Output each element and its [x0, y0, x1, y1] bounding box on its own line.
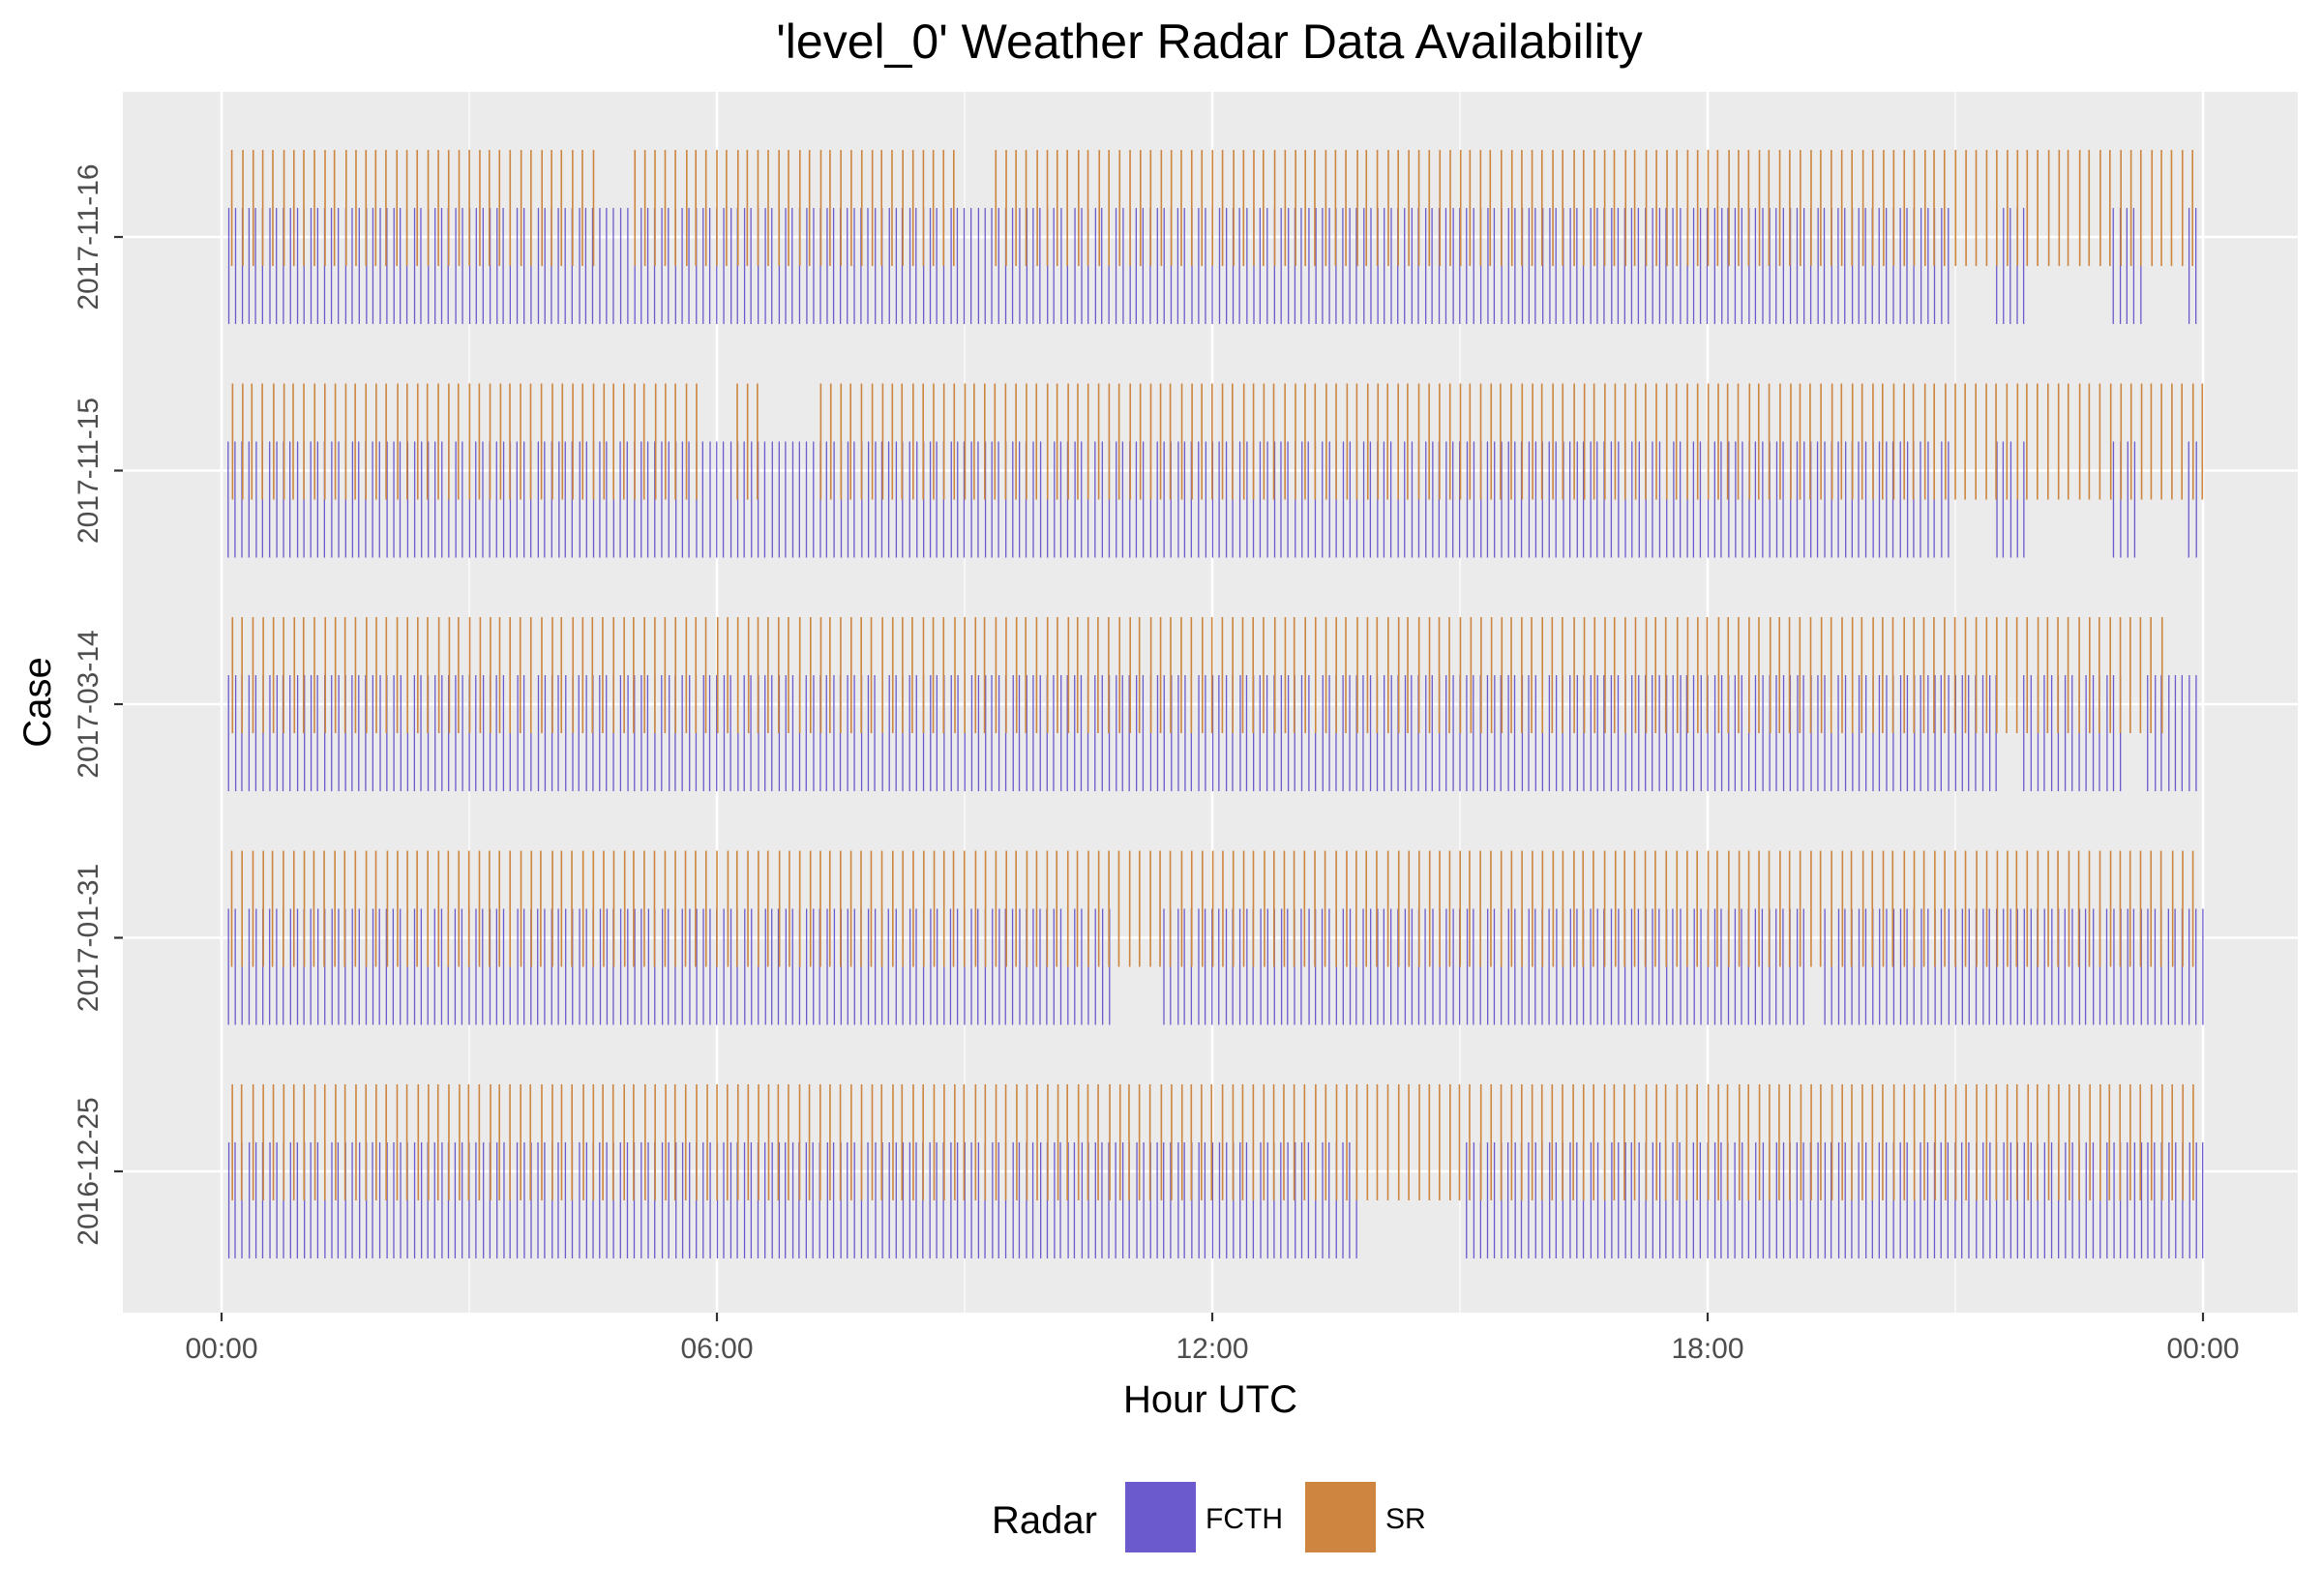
- y-tick-label: 2017-03-14: [73, 630, 104, 778]
- legend: Radar FCTH SR: [992, 1482, 1426, 1552]
- case-row-2017-01-31: [227, 850, 2204, 1025]
- legend-label-sr: SR: [1385, 1503, 1426, 1535]
- y-tick-label: 2016-12-25: [73, 1097, 104, 1245]
- data-marks: [227, 150, 2204, 1258]
- x-tick-label: 18:00: [1671, 1333, 1743, 1365]
- x-tick-label: 06:00: [680, 1333, 753, 1365]
- legend-title: Radar: [992, 1499, 1097, 1542]
- x-tick-label: 00:00: [185, 1333, 257, 1365]
- case-row-2017-03-14: [227, 617, 2197, 791]
- chart-title: 'level_0' Weather Radar Data Availabilit…: [776, 15, 1643, 69]
- legend-swatch-sr: [1305, 1482, 1376, 1552]
- y-tick-label: 2017-11-16: [73, 163, 104, 310]
- case-row-2016-12-25: [227, 1084, 2204, 1258]
- case-row-2017-11-16: [227, 150, 2197, 324]
- legend-swatch-fcth: [1125, 1482, 1196, 1552]
- x-axis-title: Hour UTC: [1123, 1378, 1297, 1421]
- x-tick-label: 12:00: [1176, 1333, 1248, 1365]
- case-row-2017-11-15: [227, 383, 2204, 558]
- x-tick-label: 00:00: [2166, 1333, 2239, 1365]
- x-axis: 00:00 06:00 12:00 18:00 00:00: [185, 1313, 2240, 1365]
- y-tick-label: 2017-11-15: [73, 398, 104, 544]
- y-tick-label: 2017-01-31: [73, 864, 104, 1012]
- y-axis: 2016-12-25 2017-01-31 2017-03-14 2017-11-15…: [73, 163, 123, 1246]
- y-axis-title: Case: [16, 657, 59, 747]
- legend-label-fcth: FCTH: [1206, 1503, 1283, 1535]
